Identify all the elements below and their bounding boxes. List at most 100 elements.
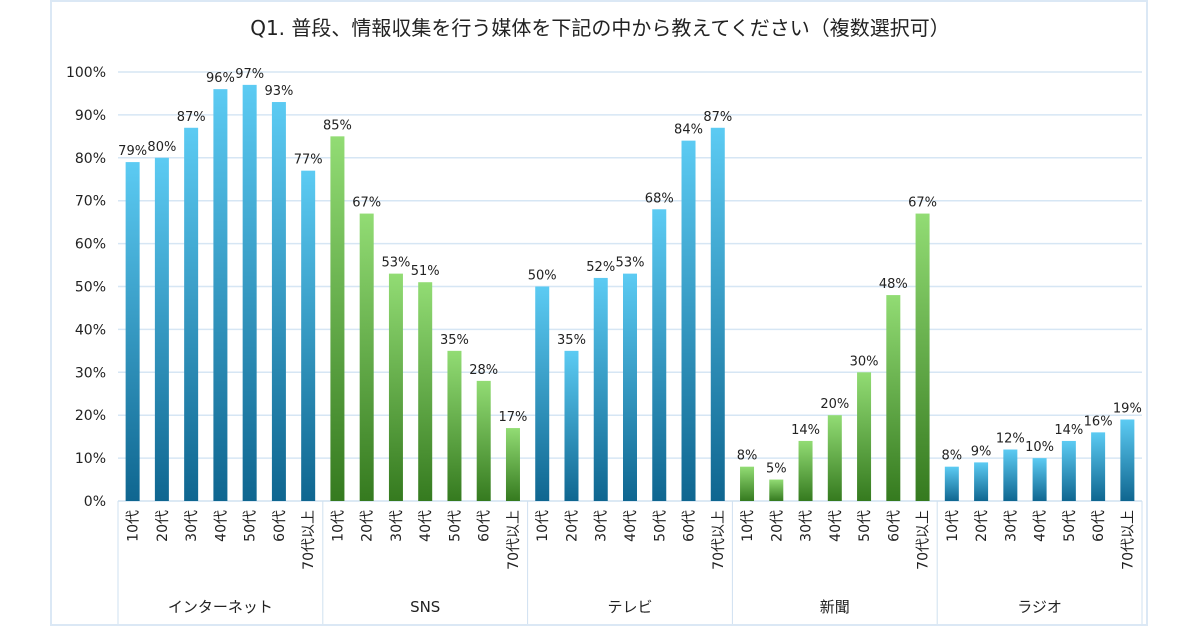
x-tick-label: 40代 (623, 510, 639, 542)
bar (271, 102, 286, 501)
bar (1032, 458, 1047, 501)
data-label: 14% (791, 423, 820, 438)
data-label: 30% (850, 354, 879, 369)
data-label: 80% (147, 140, 176, 155)
x-tick-label: 10代 (740, 510, 756, 542)
x-tick-label: 50代 (447, 510, 463, 542)
group-label: ラジオ (1017, 598, 1062, 616)
x-tick-label: 20代 (564, 510, 580, 542)
y-tick-label: 80% (75, 151, 106, 167)
x-tick-label: 30代 (799, 510, 815, 542)
data-label: 5% (766, 462, 787, 477)
bar (213, 89, 228, 501)
bar (798, 440, 813, 501)
x-tick-label: 30代 (389, 510, 405, 542)
data-label: 20% (820, 397, 849, 412)
x-tick-label: 20代 (974, 510, 990, 542)
data-label: 50% (528, 269, 557, 284)
bar (593, 277, 608, 501)
x-tick-label: 30代 (1003, 510, 1019, 542)
data-label: 67% (352, 196, 381, 211)
bar (974, 462, 989, 501)
x-tick-label: 40代 (213, 510, 229, 542)
y-tick-label: 90% (75, 108, 106, 124)
x-tick-label: 60代 (1091, 510, 1107, 542)
bar (857, 372, 872, 501)
x-tick-label: 20代 (155, 510, 171, 542)
x-tick-label: 40代 (1033, 510, 1049, 542)
bar (505, 428, 520, 501)
data-label: 48% (879, 277, 908, 292)
x-tick-label: 70代以上 (1120, 510, 1136, 570)
x-tick-label: 20代 (769, 510, 785, 542)
data-label: 93% (264, 84, 293, 99)
x-tick-label: 50代 (243, 510, 259, 542)
data-label: 53% (381, 256, 410, 271)
bar (769, 479, 784, 501)
data-label: 84% (674, 123, 703, 138)
data-label: 35% (440, 333, 469, 348)
data-label: 97% (235, 67, 264, 82)
group-label: 新聞 (820, 598, 850, 616)
y-tick-label: 70% (75, 194, 106, 210)
group-label: テレビ (607, 598, 652, 616)
bar (1091, 432, 1106, 501)
bar (1061, 440, 1076, 501)
group-label: インターネット (168, 598, 273, 616)
x-tick-label: 70代以上 (711, 510, 727, 570)
x-tick-label: 10代 (535, 510, 551, 542)
bar (827, 415, 842, 501)
bar (564, 350, 579, 501)
group-label: SNS (410, 598, 440, 616)
data-label: 8% (737, 449, 758, 464)
data-label: 53% (616, 256, 645, 271)
bar (154, 157, 169, 502)
data-label: 10% (1025, 440, 1054, 455)
x-tick-label: 30代 (594, 510, 610, 542)
x-tick-label: 30代 (184, 510, 200, 542)
bar (301, 170, 316, 502)
x-tick-label: 50代 (652, 510, 668, 542)
x-tick-label: 60代 (272, 510, 288, 542)
x-tick-label: 60代 (682, 510, 698, 542)
data-label: 87% (177, 110, 206, 125)
data-label: 79% (118, 144, 147, 159)
x-tick-label: 40代 (828, 510, 844, 542)
data-label: 68% (645, 191, 674, 206)
data-label: 51% (411, 264, 440, 279)
data-label: 35% (557, 333, 586, 348)
data-label: 19% (1113, 401, 1142, 416)
bar (242, 84, 257, 502)
bar (125, 162, 140, 501)
data-label: 67% (908, 196, 937, 211)
y-tick-label: 30% (75, 365, 106, 381)
x-tick-label: 60代 (477, 510, 493, 542)
data-label: 96% (206, 71, 235, 86)
bar (447, 350, 462, 501)
y-tick-label: 50% (75, 280, 106, 296)
x-tick-label: 20代 (360, 510, 376, 542)
bar (1003, 449, 1018, 501)
data-label: 87% (703, 110, 732, 125)
bar (944, 466, 959, 501)
data-label: 28% (469, 363, 498, 378)
y-tick-label: 20% (75, 408, 106, 424)
bar (886, 295, 901, 501)
bar (418, 282, 433, 501)
x-tick-label: 10代 (945, 510, 961, 542)
data-label: 52% (586, 260, 615, 275)
data-label: 8% (942, 449, 963, 464)
x-tick-label: 10代 (330, 510, 346, 542)
x-tick-label: 70代以上 (506, 510, 522, 570)
bar (681, 140, 696, 501)
x-tick-label: 10代 (126, 510, 142, 542)
data-label: 12% (996, 432, 1025, 447)
y-tick-label: 60% (75, 237, 106, 253)
data-label: 77% (294, 153, 323, 168)
x-tick-label: 40代 (418, 510, 434, 542)
bar (184, 127, 199, 502)
bar (476, 380, 491, 501)
bar (740, 466, 755, 501)
x-tick-label: 70代以上 (301, 510, 317, 570)
